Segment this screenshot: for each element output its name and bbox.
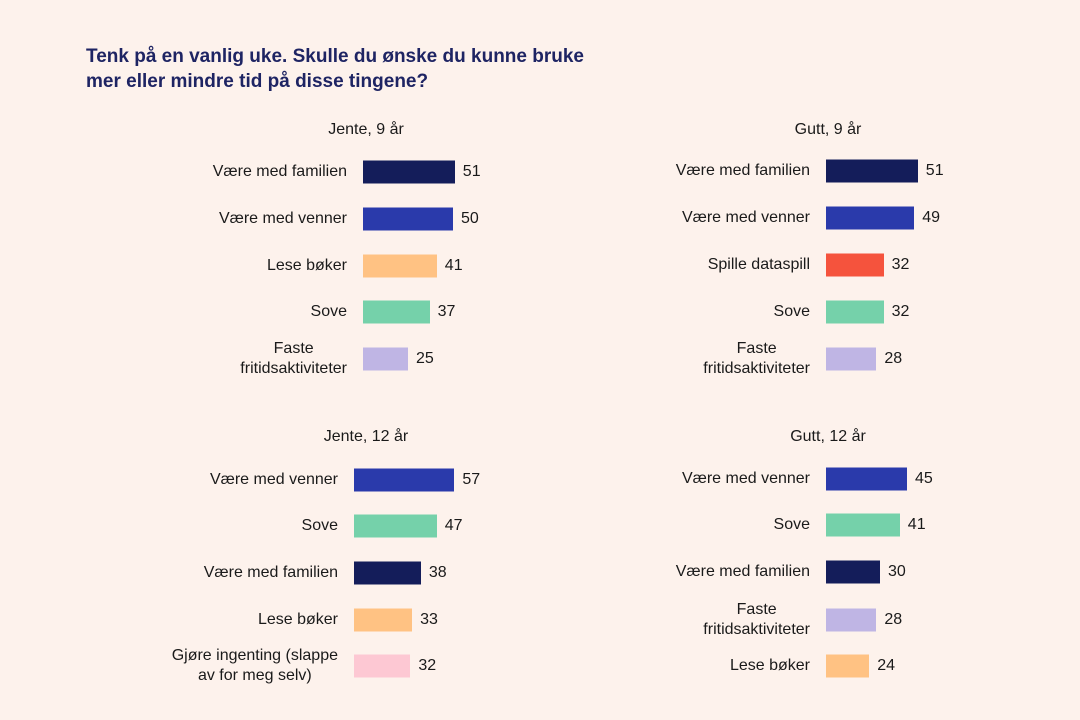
category-label: Være med familien (203, 564, 338, 581)
data-label: 24 (877, 657, 895, 674)
data-label: 37 (437, 303, 456, 320)
data-label: 38 (428, 564, 447, 581)
bar (826, 513, 900, 537)
data-label: 41 (444, 257, 463, 274)
category-label: Lese bøker (729, 657, 810, 674)
category-label: Spille dataspill (707, 256, 810, 273)
chart-title: Tenk på en vanlig uke. Skulle du ønske d… (86, 46, 584, 92)
category-label: Sove (310, 303, 347, 320)
category-label: Sove (301, 517, 338, 534)
bar (826, 159, 918, 183)
category-label: Være med familien (675, 162, 810, 179)
data-label: 57 (462, 471, 481, 488)
category-label: Lese bøker (266, 257, 347, 274)
category-label: Sove (773, 516, 810, 533)
category-label: Være med venner (681, 209, 810, 226)
data-label: 47 (444, 517, 463, 534)
data-label: 50 (461, 210, 479, 227)
data-label: 49 (922, 209, 940, 226)
bar (363, 207, 453, 231)
category-label: Sove (773, 303, 810, 320)
category-label: Lese bøker (257, 611, 338, 628)
category-label: Gjøre ingenting (slappe av for meg selv) (171, 647, 338, 684)
data-label: 32 (891, 303, 910, 320)
data-label: 28 (884, 611, 903, 628)
data-label: 51 (925, 162, 944, 179)
bar (826, 300, 884, 324)
bar (826, 347, 877, 371)
bar (363, 160, 455, 184)
category-label: Være med familien (675, 563, 810, 580)
bar (363, 300, 430, 324)
bar (354, 654, 411, 678)
data-label: 30 (888, 563, 906, 580)
category-label: Være med venner (209, 471, 338, 488)
data-label: 45 (915, 470, 933, 487)
data-label: 25 (416, 350, 434, 367)
panel-title: Gutt, 9 år (794, 121, 862, 138)
bar (826, 654, 870, 678)
category-label: Være med familien (212, 163, 347, 180)
bar (826, 253, 884, 277)
bar (826, 206, 915, 230)
data-label: 32 (891, 256, 910, 273)
data-label: 41 (907, 516, 926, 533)
bar (354, 608, 413, 632)
bar (363, 347, 408, 371)
category-label: Være med venner (218, 210, 347, 227)
panel-title: Jente, 9 år (328, 121, 404, 138)
bar (826, 467, 907, 491)
bar (354, 514, 437, 538)
panel-title: Gutt, 12 år (790, 428, 866, 445)
category-label: Faste fritidsaktiviteter (703, 601, 810, 638)
panel-title: Jente, 12 år (323, 428, 409, 445)
data-label: 28 (884, 350, 903, 367)
bar (826, 608, 877, 632)
bar (354, 468, 455, 492)
category-label: Faste fritidsaktiviteter (703, 340, 810, 377)
data-label: 32 (418, 657, 437, 674)
bar (363, 254, 437, 278)
category-label: Faste fritidsaktiviteter (240, 340, 347, 377)
bar (354, 561, 421, 585)
bar (826, 560, 880, 584)
data-label: 33 (420, 611, 438, 628)
category-label: Være med venner (681, 470, 810, 487)
data-label: 51 (462, 163, 481, 180)
